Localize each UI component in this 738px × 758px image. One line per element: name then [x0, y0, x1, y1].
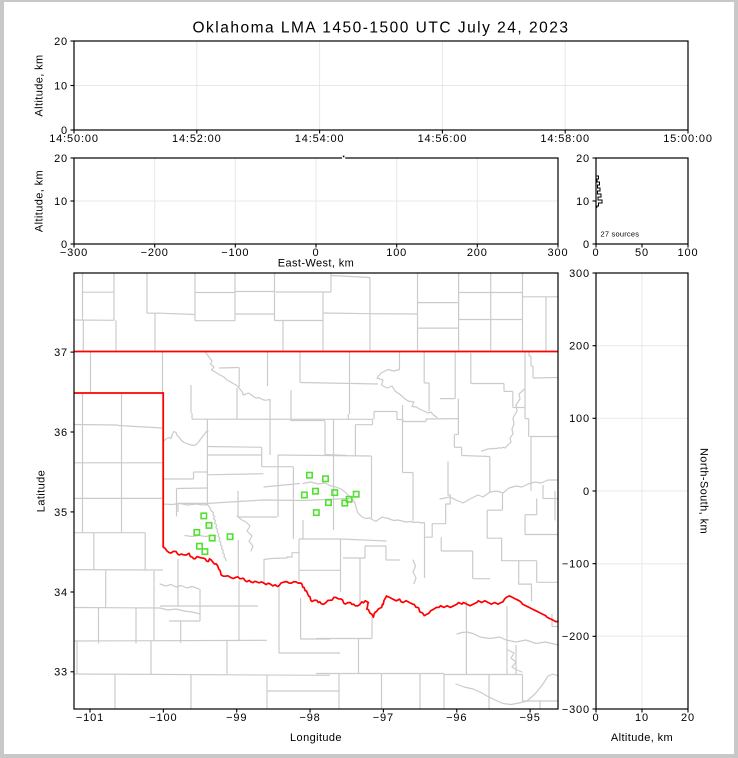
- svg-text:20: 20: [681, 712, 695, 724]
- svg-text:200: 200: [569, 341, 590, 353]
- svg-text:−97: −97: [373, 712, 394, 724]
- svg-text:50: 50: [635, 247, 649, 259]
- svg-text:0: 0: [313, 247, 320, 259]
- svg-text:−96: −96: [446, 712, 467, 724]
- svg-text:35: 35: [54, 507, 68, 519]
- svg-text:100: 100: [678, 247, 699, 259]
- svg-text:0: 0: [593, 712, 600, 724]
- svg-text:100: 100: [569, 413, 590, 425]
- svg-text:−300: −300: [60, 247, 88, 259]
- svg-text:14:50:00: 14:50:00: [49, 133, 99, 145]
- svg-text:300: 300: [569, 268, 590, 280]
- svg-text:200: 200: [467, 247, 488, 259]
- svg-text:Altitude, km: Altitude, km: [34, 170, 46, 232]
- svg-text:−100: −100: [149, 712, 177, 724]
- svg-text:14:56:00: 14:56:00: [418, 133, 468, 145]
- svg-text:0: 0: [583, 239, 590, 251]
- svg-text:−95: −95: [519, 712, 540, 724]
- svg-text:10: 10: [54, 196, 68, 208]
- svg-text:27 sources: 27 sources: [601, 230, 640, 239]
- svg-text:300: 300: [548, 247, 569, 259]
- svg-text:Oklahoma LMA 1450-1500 UTC Jul: Oklahoma LMA 1450-1500 UTC July 24, 2023: [192, 20, 569, 37]
- svg-text:−300: −300: [562, 704, 590, 716]
- svg-text:33: 33: [54, 667, 68, 679]
- svg-text:0: 0: [61, 239, 68, 251]
- svg-text:0: 0: [593, 247, 600, 259]
- svg-text:Altitude, km: Altitude, km: [611, 732, 673, 744]
- svg-text:14:52:00: 14:52:00: [172, 133, 222, 145]
- svg-text:34: 34: [54, 587, 68, 599]
- svg-text:Latitude: Latitude: [36, 470, 48, 512]
- svg-text:0: 0: [61, 125, 68, 137]
- svg-text:36: 36: [54, 427, 68, 439]
- svg-text:−200: −200: [562, 631, 590, 643]
- svg-text:Altitude, km: Altitude, km: [34, 54, 46, 116]
- svg-text:14:58:00: 14:58:00: [540, 133, 590, 145]
- svg-text:East-West, km: East-West, km: [278, 258, 355, 270]
- svg-text:0: 0: [583, 486, 590, 498]
- svg-text:−200: −200: [141, 247, 169, 259]
- svg-text:−99: −99: [226, 712, 247, 724]
- svg-text:10: 10: [576, 196, 590, 208]
- svg-text:100: 100: [386, 247, 407, 259]
- svg-text:14:54:00: 14:54:00: [295, 133, 345, 145]
- svg-text:20: 20: [54, 36, 68, 48]
- svg-text:−98: −98: [299, 712, 320, 724]
- svg-text:−100: −100: [221, 247, 249, 259]
- svg-text:−101: −101: [76, 712, 104, 724]
- svg-text:North-South, km: North-South, km: [698, 448, 710, 534]
- svg-text:20: 20: [576, 153, 590, 165]
- svg-text:37: 37: [54, 347, 68, 359]
- svg-text:10: 10: [54, 80, 68, 92]
- svg-text:15:00:00: 15:00:00: [663, 133, 713, 145]
- svg-text:20: 20: [54, 153, 68, 165]
- svg-text:−100: −100: [562, 559, 590, 571]
- svg-text:10: 10: [635, 712, 649, 724]
- svg-text:Longitude: Longitude: [290, 732, 342, 744]
